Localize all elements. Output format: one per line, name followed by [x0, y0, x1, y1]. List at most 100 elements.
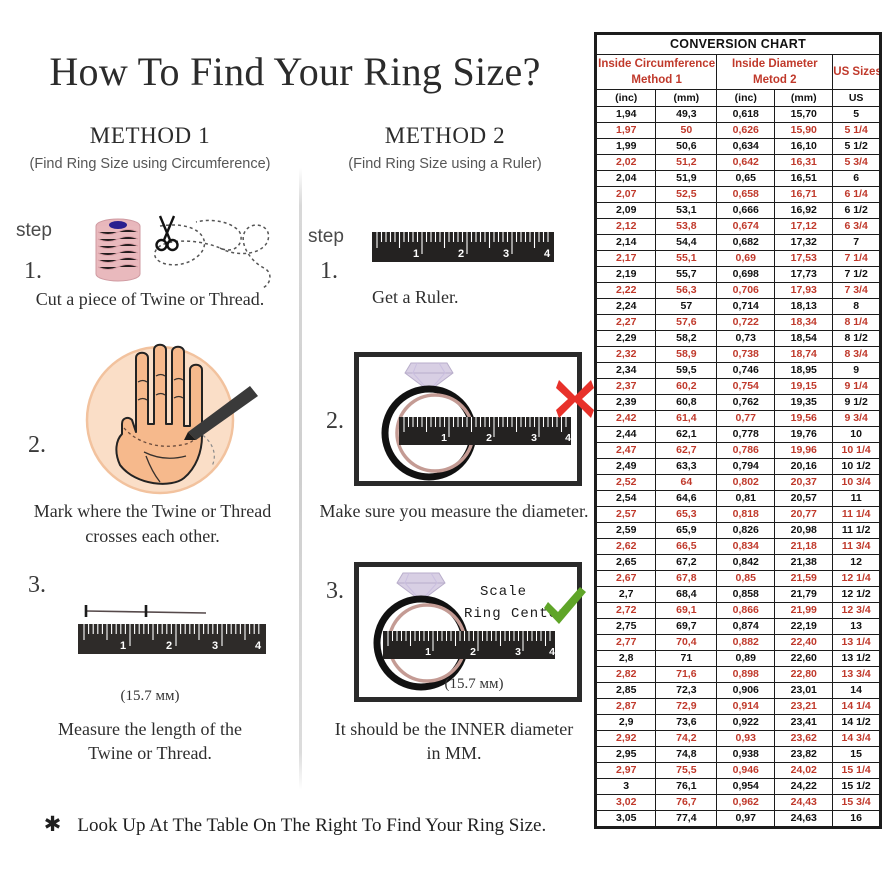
svg-text:4: 4	[544, 248, 551, 260]
inside-diameter-mm: 22,80	[774, 666, 834, 683]
footnote-text: Look Up At The Table On The Right To Fin…	[77, 815, 547, 836]
us-size: 5 1/2	[832, 138, 880, 155]
inside-diameter-inc: 0,738	[716, 346, 776, 363]
method-1-header: METHOD 1 (Find Ring Size using Circumfer…	[0, 123, 300, 172]
inside-diameter-mm: 21,18	[774, 538, 834, 555]
table-row: 2,97 75,5 0,946 24,02 15 1/4	[595, 762, 880, 779]
inside-circumference-inc: 2,82	[595, 666, 657, 683]
table-row: 2,42 61,4 0,77 19,56 9 3/4	[595, 410, 880, 427]
inside-diameter-mm: 19,76	[774, 426, 834, 443]
table-row: 3,02 76,7 0,962 24,43 15 3/4	[595, 794, 880, 811]
table-row: 2,82 71,6 0,898 22,80 13 3/4	[595, 666, 880, 683]
method-2-step-3-caption-line2: in MM.	[426, 743, 482, 763]
method-1-step-word: step	[16, 220, 52, 241]
unit-header-row: (inc) (mm) (inc) (mm) US	[595, 89, 880, 107]
us-size: 11	[832, 490, 880, 507]
us-size: 8 1/2	[832, 330, 880, 347]
table-row: 2,72 69,1 0,866 21,99 12 3/4	[595, 602, 880, 619]
inside-circumference-inc: 2,02	[595, 154, 657, 171]
inside-diameter-mm: 20,57	[774, 490, 834, 507]
inside-circumference-inc: 2,49	[595, 458, 657, 475]
inside-circumference-mm: 53,1	[655, 202, 718, 219]
us-size: 15 1/2	[832, 778, 880, 795]
inside-circumference-inc: 3,05	[595, 810, 657, 827]
svg-text:2: 2	[486, 432, 492, 444]
table-row: 2,59 65,9 0,826 20,98 11 1/2	[595, 522, 880, 539]
inside-diameter-inc: 0,634	[716, 138, 776, 155]
inside-diameter-mm: 17,73	[774, 266, 834, 283]
inside-circumference-inc: 2,62	[595, 538, 657, 555]
table-row: 1,97 50 0,626 15,90 5 1/4	[595, 122, 880, 139]
footnote: ✱ Look Up At The Table On The Right To Fi…	[0, 812, 590, 837]
inside-diameter-inc: 0,714	[716, 298, 776, 315]
inside-circumference-mm: 57,6	[655, 314, 718, 331]
table-row: 3,05 77,4 0,97 24,63 16	[595, 810, 880, 827]
table-row: 1,99 50,6 0,634 16,10 5 1/2	[595, 138, 880, 155]
inside-circumference-inc: 2,67	[595, 570, 657, 587]
inside-circumference-inc: 2,04	[595, 170, 657, 187]
table-row: 2,95 74,8 0,938 23,82 15	[595, 746, 880, 763]
inside-diameter-mm: 21,38	[774, 554, 834, 571]
us-size: 15	[832, 746, 880, 763]
inside-circumference-inc: 2,57	[595, 506, 657, 523]
inside-circumference-mm: 55,1	[655, 250, 718, 267]
method-1-step-2-number: 2.	[28, 432, 46, 458]
inside-diameter-inc: 0,69	[716, 250, 776, 267]
us-size: 11 1/4	[832, 506, 880, 523]
table-row: 2,8 71 0,89 22,60 13 1/2	[595, 650, 880, 667]
method-1-subtitle: (Find Ring Size using Circumference)	[29, 156, 271, 172]
inside-circumference-inc: 2,7	[595, 586, 657, 603]
inside-circumference-inc: 2,85	[595, 682, 657, 699]
inside-diameter-inc: 0,722	[716, 314, 776, 331]
table-row: 2,49 63,3 0,794 20,16 10 1/2	[595, 458, 880, 475]
us-size: 14 3/4	[832, 730, 880, 747]
inside-diameter-inc: 0,946	[716, 762, 776, 779]
inside-diameter-inc: 0,666	[716, 202, 776, 219]
group-header-row: Inside Circumference Method 1 Inside Dia…	[595, 54, 880, 90]
inside-circumference-inc: 2,97	[595, 762, 657, 779]
inside-diameter-inc: 0,85	[716, 570, 776, 587]
conversion-table: CONVERSION CHART Inside Circumference Me…	[595, 34, 880, 827]
inside-circumference-inc: 2,65	[595, 554, 657, 571]
inside-diameter-inc: 0,786	[716, 442, 776, 459]
inside-diameter-inc: 0,794	[716, 458, 776, 475]
inside-circumference-inc: 2,47	[595, 442, 657, 459]
correct-check-icon	[540, 586, 588, 628]
inside-diameter-inc: 0,81	[716, 490, 776, 507]
inside-diameter-inc: 0,754	[716, 378, 776, 395]
inside-diameter-inc: 0,762	[716, 394, 776, 411]
asterisk-icon: ✱	[43, 812, 62, 836]
table-row: 2,34 59,5 0,746 18,95 9	[595, 362, 880, 379]
inside-circumference-inc: 2,8	[595, 650, 657, 667]
inside-circumference-mm: 51,9	[655, 170, 718, 187]
inside-circumference-inc: 3	[595, 778, 657, 795]
inside-circumference-mm: 62,1	[655, 426, 718, 443]
group-header-circumference: Inside Circumference Method 1	[595, 54, 718, 90]
inside-circumference-inc: 2,32	[595, 346, 657, 363]
inside-circumference-mm: 77,4	[655, 810, 718, 827]
table-row: 2,44 62,1 0,778 19,76 10	[595, 426, 880, 443]
method-1-step-3-number: 3.	[28, 572, 46, 598]
ruler-icon: 1 2 3 4	[372, 228, 554, 268]
us-size: 8 3/4	[832, 346, 880, 363]
inside-circumference-mm: 74,2	[655, 730, 718, 747]
inside-diameter-mm: 20,37	[774, 474, 834, 491]
inside-circumference-mm: 64,6	[655, 490, 718, 507]
inside-diameter-inc: 0,866	[716, 602, 776, 619]
inside-circumference-inc: 2,14	[595, 234, 657, 251]
us-size: 13 3/4	[832, 666, 880, 683]
svg-text:4: 4	[565, 432, 571, 444]
column-header-inc1: (inc)	[595, 89, 657, 107]
table-row: 2,7 68,4 0,858 21,79 12 1/2	[595, 586, 880, 603]
inside-diameter-inc: 0,778	[716, 426, 776, 443]
inside-diameter-mm: 16,51	[774, 170, 834, 187]
us-size: 13 1/2	[832, 650, 880, 667]
method-1-step-1-caption: Cut a piece of Twine or Thread.	[35, 289, 265, 309]
inside-circumference-inc: 1,94	[595, 106, 657, 123]
inside-circumference-mm: 54,4	[655, 234, 718, 251]
table-row: 2,9 73,6 0,922 23,41 14 1/2	[595, 714, 880, 731]
inside-diameter-mm: 17,53	[774, 250, 834, 267]
inside-diameter-mm: 18,74	[774, 346, 834, 363]
inside-circumference-inc: 2,19	[595, 266, 657, 283]
inside-diameter-mm: 17,93	[774, 282, 834, 299]
